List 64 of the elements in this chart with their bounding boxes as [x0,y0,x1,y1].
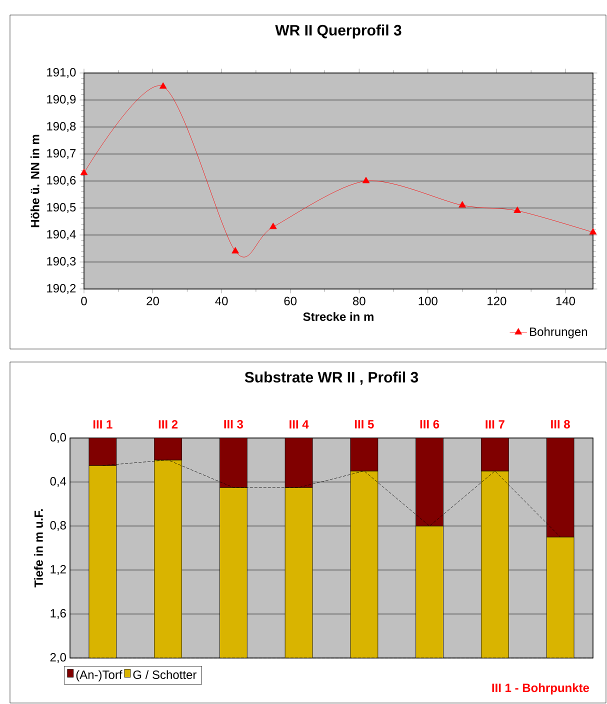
y-tick-label: 190,3 [47,257,76,267]
x-tick-label: III 6 [420,420,440,428]
y-axis-title: Höhe ü. NN in m [30,134,40,228]
y-tick-label: 190,7 [47,149,76,159]
point [159,82,167,89]
x-axis-title: Strecke in m [303,312,374,321]
legend-label: G / Schotter [133,670,196,680]
y-tick-label: 190,2 [47,284,76,294]
bar [416,526,444,658]
legend-label: Bohrungen [530,327,588,338]
bar [481,470,509,658]
bar [284,487,313,658]
point [362,176,370,184]
x-tick-label: 80 [352,296,366,306]
bar [546,536,574,658]
x-tick-label: 120 [488,296,506,306]
x-tick-label: 0 [81,296,87,306]
x-tick-label: 20 [146,296,159,306]
chart-title: WR II Querprofil 3 [275,24,402,39]
x-tick-label: 40 [215,296,228,306]
bar [220,487,248,658]
point [589,228,597,234]
x-tick-label: III 8 [551,420,570,428]
bar [220,438,248,488]
y-tick-label: 190,6 [47,176,76,186]
y-tick-label: 190,4 [47,230,76,240]
point [269,222,277,230]
bar [88,465,117,658]
chart-title: Substrate WR II , Profil 3 [244,372,418,385]
y-tick-label: 2,0 [50,653,66,663]
y-tick-label: 1,2 [50,565,66,575]
y-tick-label: 191,0 [47,68,76,78]
x-tick-label: III 5 [354,420,374,428]
y-tick-label: 0,8 [50,521,66,531]
point [514,206,521,213]
y-tick-label: 0,4 [50,477,66,487]
y-tick-label: 190,9 [47,95,76,105]
x-tick-label: 140 [556,296,576,306]
text: III 1 - Bohrpunkte [492,683,590,694]
bar [154,438,182,460]
bar [416,438,444,526]
x-tick-label: 60 [284,296,297,306]
x-tick-label: III 4 [290,420,309,428]
y-axis-title: Tiefe in m u.F. [34,509,43,588]
bar [88,438,117,466]
bar [284,438,313,488]
bar [481,438,509,472]
bar [546,438,574,538]
bar [350,438,378,472]
legend-label: (An-)Torf [76,670,122,682]
x-tick-label: III 2 [158,420,178,428]
y-tick-label: 190,8 [47,122,76,132]
point [458,201,466,208]
y-tick-label: 190,5 [47,203,76,213]
bar [350,470,378,658]
x-tick-label: III 7 [486,420,504,428]
bar [154,460,182,658]
y-tick-label: 1,6 [50,609,66,619]
x-tick-label: III 1 [93,420,112,428]
x-tick-label: III 3 [224,420,244,428]
point [232,247,239,254]
x-tick-label: 100 [418,296,438,306]
y-tick-label: 0,0 [50,433,66,443]
point [80,168,88,176]
